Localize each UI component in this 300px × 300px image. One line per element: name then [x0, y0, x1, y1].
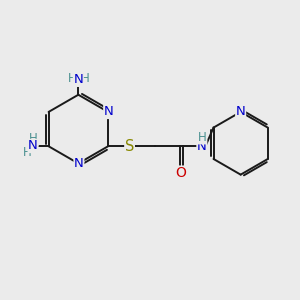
Text: N: N [74, 73, 83, 86]
Text: H: H [80, 72, 89, 85]
Text: H: H [197, 131, 206, 144]
Text: H: H [29, 132, 38, 145]
Text: N: N [104, 105, 113, 119]
Text: N: N [197, 140, 207, 153]
Text: S: S [125, 139, 134, 154]
Text: N: N [236, 105, 245, 118]
Text: O: O [175, 166, 186, 180]
Text: H: H [68, 72, 76, 85]
Text: N: N [74, 157, 84, 170]
Text: N: N [28, 140, 38, 152]
Text: H: H [23, 146, 32, 159]
